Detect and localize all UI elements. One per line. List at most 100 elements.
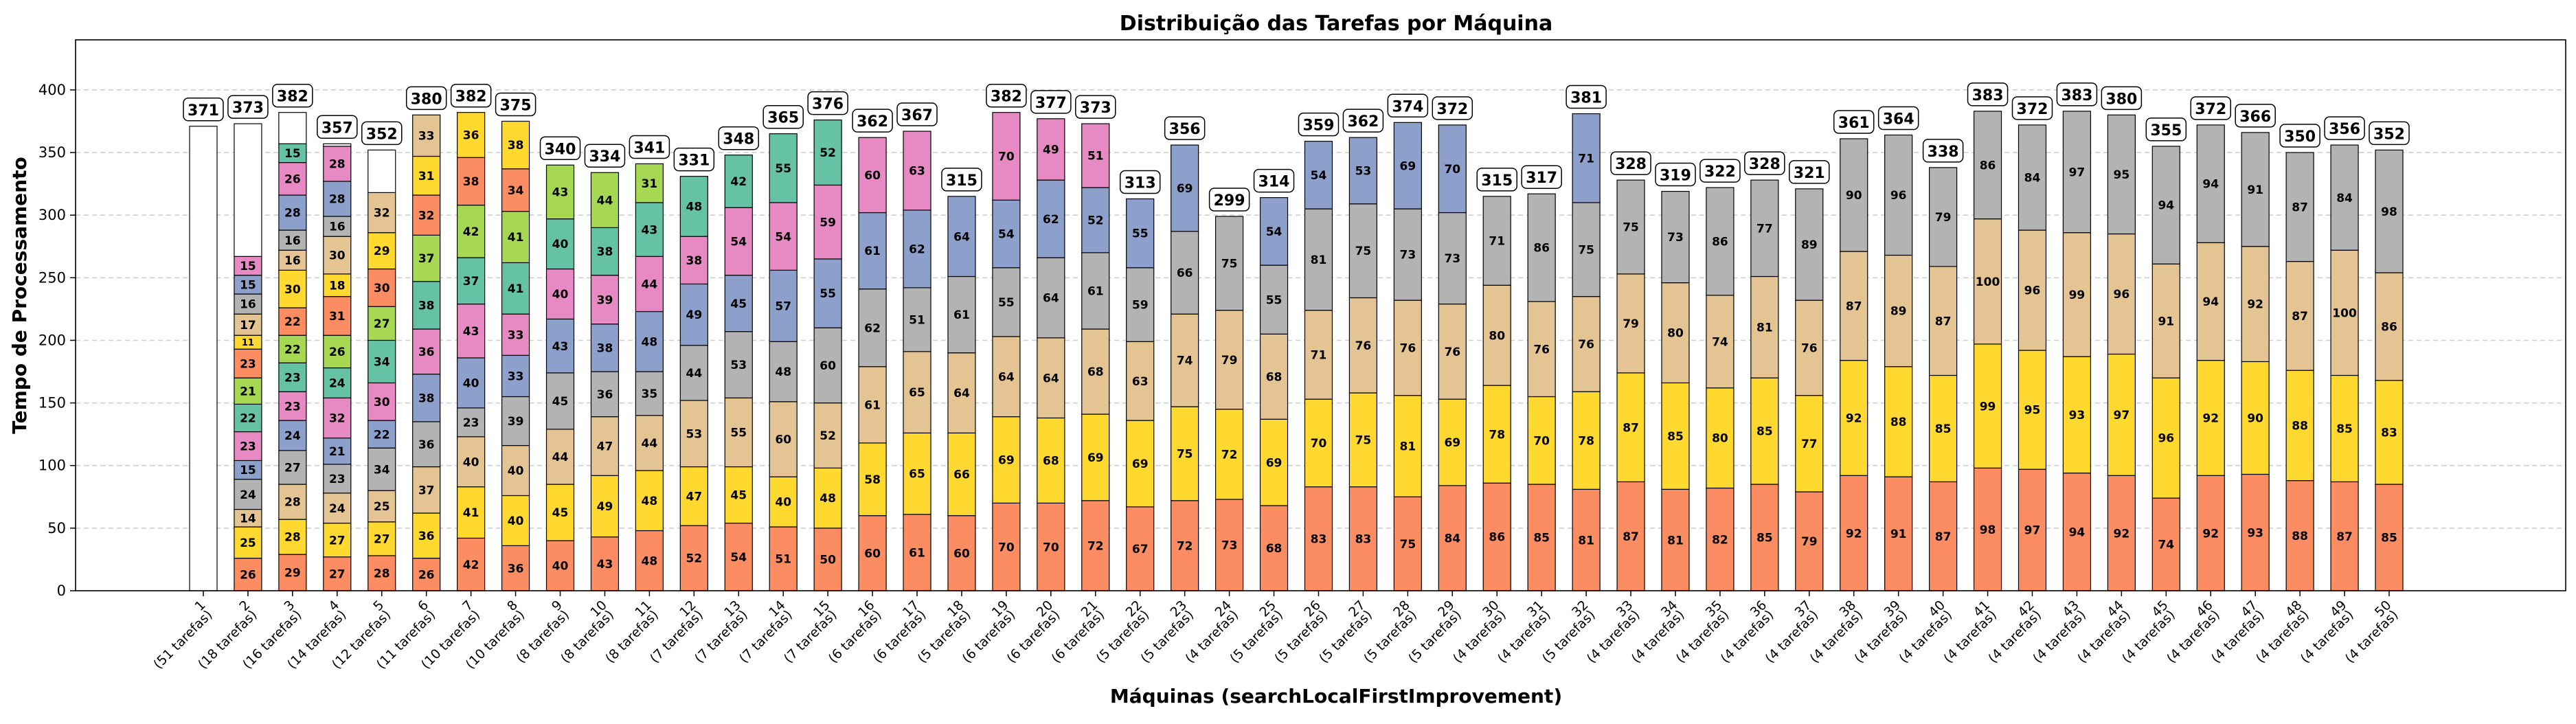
segment-value-label: 60 bbox=[864, 169, 881, 183]
segment-value-label: 24 bbox=[329, 502, 346, 516]
segment-value-label: 91 bbox=[1890, 528, 1907, 541]
segment-value-label: 60 bbox=[820, 359, 836, 373]
bar-segment bbox=[2196, 242, 2225, 361]
bar-segment bbox=[724, 155, 753, 208]
total-label-box bbox=[361, 121, 403, 146]
bar-segment bbox=[2330, 249, 2359, 376]
bar-segment bbox=[813, 327, 842, 404]
segment-value-label: 68 bbox=[1266, 542, 1283, 556]
segment-value-label: 85 bbox=[2336, 422, 2353, 436]
bar-segment bbox=[1616, 273, 1645, 374]
total-value-label: 372 bbox=[2195, 101, 2226, 118]
total-label-box bbox=[1075, 95, 1116, 119]
segment-value-label: 53 bbox=[1355, 165, 1372, 179]
bar-segment bbox=[545, 218, 575, 270]
segment-value-label: 92 bbox=[1846, 527, 1862, 541]
bar-segment bbox=[368, 382, 396, 421]
total-label-box bbox=[584, 144, 626, 168]
segment-value-label: 28 bbox=[284, 531, 301, 545]
total-label-box bbox=[1119, 170, 1161, 194]
bar-segment bbox=[1527, 193, 1556, 302]
segment-value-label: 64 bbox=[1043, 292, 1059, 306]
total-value-label: 328 bbox=[1749, 156, 1781, 173]
segment-value-label: 88 bbox=[2292, 530, 2308, 543]
bar-segment bbox=[1973, 343, 2002, 468]
segment-value-label: 73 bbox=[1221, 539, 1238, 553]
bar-segment bbox=[590, 475, 620, 538]
segment-value-label: 81 bbox=[1756, 321, 1773, 335]
segment-value-label: 52 bbox=[820, 146, 836, 160]
total-label-box bbox=[1476, 168, 1517, 192]
bar-segment bbox=[2018, 229, 2047, 351]
segment-value-label: 95 bbox=[2114, 168, 2130, 182]
bar-segment bbox=[234, 431, 262, 462]
segment-value-label: 28 bbox=[329, 193, 346, 207]
segment-value-label: 69 bbox=[1266, 456, 1283, 470]
segment-value-label: 72 bbox=[1221, 448, 1238, 462]
segment-value-label: 30 bbox=[374, 396, 390, 409]
bar-segment bbox=[1572, 391, 1601, 490]
segment-value-label: 49 bbox=[597, 500, 613, 514]
segment-value-label: 92 bbox=[1846, 412, 1862, 426]
bar-segment bbox=[1348, 137, 1378, 205]
total-label-box bbox=[1030, 90, 1072, 114]
bar-segment bbox=[2151, 263, 2180, 378]
bar-segment bbox=[412, 374, 441, 422]
bar-segment bbox=[1438, 212, 1467, 305]
segment-value-label: 98 bbox=[2381, 205, 2397, 219]
bar-segment bbox=[1304, 486, 1333, 591]
total-value-label: 322 bbox=[1704, 163, 1736, 181]
segment-value-label: 83 bbox=[1311, 532, 1327, 546]
x-axis-label: Máquinas (searchLocalFirstImprovement) bbox=[1110, 685, 1562, 708]
segment-value-label: 27 bbox=[284, 462, 301, 475]
bar-segment bbox=[679, 176, 708, 237]
bar-segment bbox=[501, 313, 530, 356]
segment-value-label: 42 bbox=[730, 175, 747, 189]
segment-value-label: 85 bbox=[1935, 422, 1952, 436]
bar-segment bbox=[1393, 208, 1422, 301]
segment-value-label: 52 bbox=[820, 429, 836, 443]
bar-segment bbox=[412, 194, 441, 236]
bar-segment bbox=[679, 283, 708, 346]
segment-value-label: 28 bbox=[284, 496, 301, 510]
bar-segment bbox=[189, 126, 218, 591]
segment-value-label: 69 bbox=[998, 454, 1015, 468]
segment-value-label: 65 bbox=[909, 386, 925, 400]
bar-segment bbox=[1438, 124, 1467, 214]
segment-value-label: 71 bbox=[1578, 152, 1594, 166]
bar-segment bbox=[1037, 118, 1065, 181]
bar-segment bbox=[412, 328, 441, 375]
bar-segment bbox=[1037, 502, 1065, 591]
bar-segment bbox=[903, 210, 931, 289]
segment-value-label: 48 bbox=[775, 365, 791, 379]
bar-segment bbox=[590, 275, 620, 325]
segment-value-label: 44 bbox=[642, 278, 658, 292]
bar-segment bbox=[1259, 264, 1289, 335]
segment-value-label: 52 bbox=[686, 552, 702, 566]
segment-value-label: 34 bbox=[374, 356, 390, 370]
bar-segment bbox=[1750, 179, 1779, 278]
total-value-label: 366 bbox=[2239, 109, 2271, 126]
bar-segment bbox=[1126, 341, 1155, 421]
segment-value-label: 76 bbox=[1533, 343, 1550, 357]
total-value-label: 348 bbox=[723, 131, 754, 148]
segment-value-label: 67 bbox=[1132, 543, 1149, 556]
bar-segment bbox=[323, 236, 352, 275]
bar-segment bbox=[2241, 132, 2270, 247]
total-label-box bbox=[1298, 112, 1340, 137]
bar-segment bbox=[1438, 485, 1467, 591]
segment-value-label: 28 bbox=[284, 207, 301, 220]
segment-value-label: 86 bbox=[1489, 531, 1505, 545]
bar-segment bbox=[2062, 356, 2092, 474]
bar-segment bbox=[457, 407, 486, 438]
segment-value-label: 43 bbox=[552, 340, 569, 354]
bar-segment bbox=[1482, 196, 1511, 286]
segment-value-label: 97 bbox=[2114, 409, 2130, 422]
segment-value-label: 41 bbox=[508, 231, 524, 245]
segment-value-label: 17 bbox=[240, 319, 256, 332]
segment-value-label: 60 bbox=[864, 547, 881, 561]
segment-value-label: 73 bbox=[1444, 252, 1460, 266]
bar-segment bbox=[903, 131, 931, 211]
segment-value-label: 68 bbox=[1266, 370, 1283, 384]
segment-value-label: 79 bbox=[1221, 354, 1238, 367]
